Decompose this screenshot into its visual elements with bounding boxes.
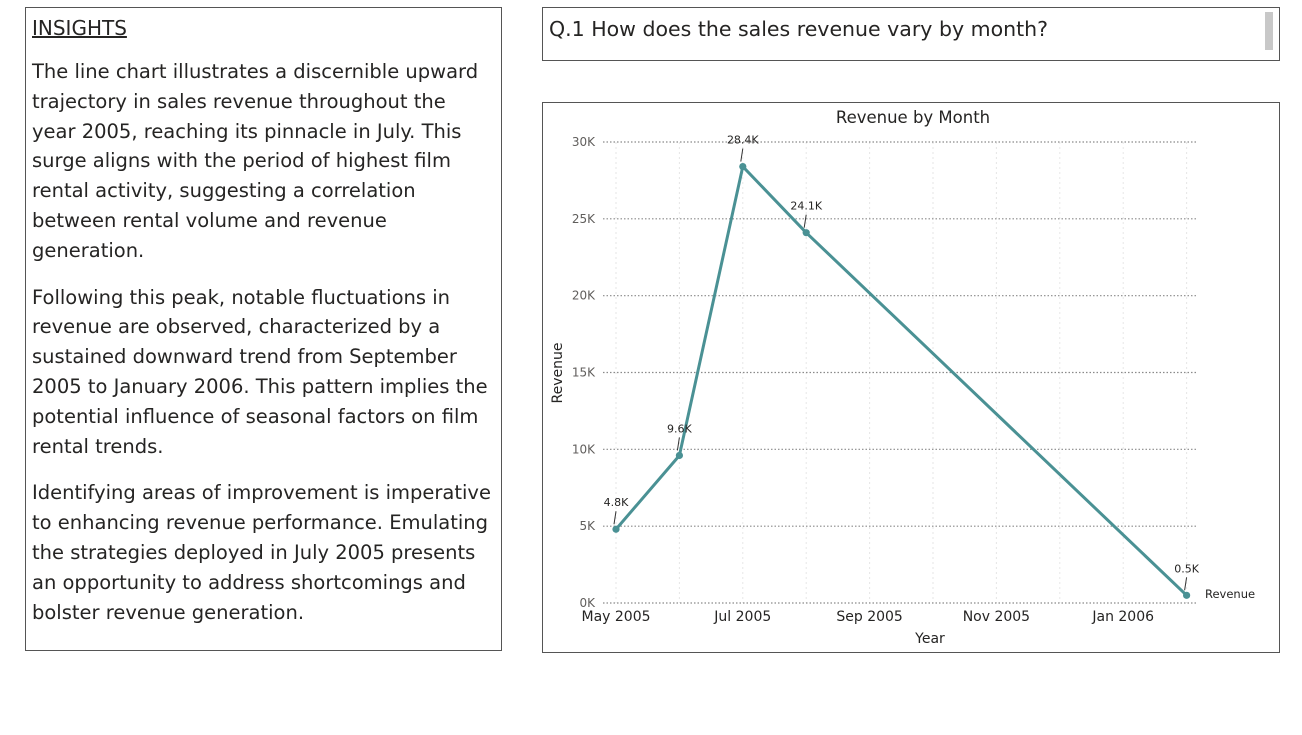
x-tick-label: Sep 2005 (836, 609, 902, 625)
data-label: 0.5K (1174, 562, 1199, 575)
x-tick-label: Jan 2006 (1091, 609, 1154, 625)
data-label-leader (803, 214, 807, 228)
data-label: 4.8K (604, 496, 629, 509)
y-tick-label: 10K (572, 442, 596, 456)
revenue-point[interactable] (675, 451, 683, 460)
question-text: Q.1 How does the sales revenue vary by m… (549, 17, 1049, 41)
x-axis-title: Year (914, 631, 945, 647)
y-tick-label: 30K (572, 135, 596, 149)
y-tick-label: 5K (579, 519, 596, 533)
x-tick-label: May 2005 (581, 609, 650, 625)
data-label: 24.1K (790, 200, 822, 213)
data-label: 9.6K (667, 422, 692, 435)
data-label-leader (740, 148, 744, 162)
insights-paragraph-3: Identifying areas of improvement is impe… (32, 481, 491, 624)
x-tick-label: Jul 2005 (713, 609, 771, 625)
data-label-leader (613, 511, 617, 525)
revenue-line (614, 165, 1188, 597)
revenue-point[interactable] (739, 162, 747, 171)
scrollbar-thumb[interactable] (1265, 12, 1273, 50)
legend-revenue: Revenue (1205, 587, 1255, 601)
revenue-line-chart: Revenue by Month Year Revenue 0K 5K 10K 15K… (550, 108, 1255, 647)
revenue-chart-card: Revenue by Month Year Revenue 0K 5K 10K 15K… (542, 102, 1280, 653)
y-tick-label: 15K (572, 366, 596, 380)
revenue-point[interactable] (1183, 591, 1191, 599)
x-tick-label: Nov 2005 (963, 609, 1030, 625)
revenue-point[interactable] (802, 229, 810, 237)
y-tick-label: 25K (572, 212, 596, 226)
y-tick-label: 0K (579, 596, 596, 610)
y-tick-label: 20K (572, 289, 596, 303)
insights-paragraph-2: Following this peak, notable fluctuation… (32, 285, 488, 458)
insights-panel: INSIGHTS The line chart illustrates a di… (25, 7, 502, 651)
insights-title: INSIGHTS (32, 16, 127, 40)
revenue-point[interactable] (612, 525, 620, 533)
y-axis-title: Revenue (550, 343, 566, 404)
chart-title: Revenue by Month (836, 108, 990, 127)
data-label: 28.4K (727, 134, 759, 147)
data-label-leader (1184, 577, 1188, 591)
data-label-leader (676, 437, 680, 451)
insights-paragraph-1: The line chart illustrates a discernible… (32, 60, 479, 262)
question-box: Q.1 How does the sales revenue vary by m… (542, 7, 1280, 61)
